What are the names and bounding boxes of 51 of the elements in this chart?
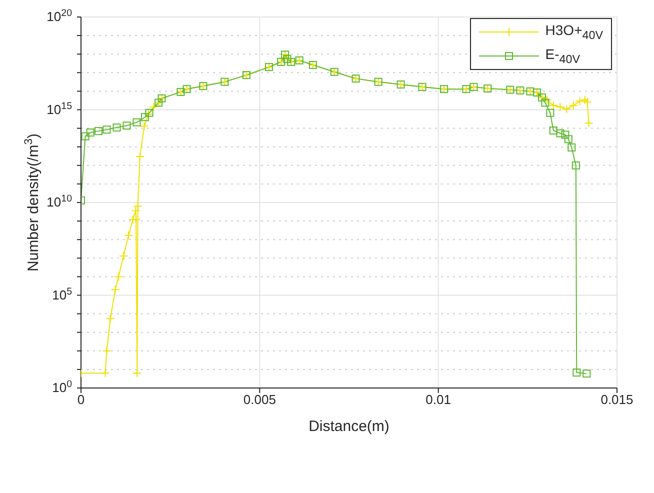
- x-axis-title: Distance(m): [308, 418, 390, 435]
- point: [561, 130, 570, 139]
- point: [114, 272, 124, 282]
- point: [541, 98, 550, 107]
- point: [133, 202, 142, 211]
- point: [575, 96, 584, 106]
- point: [94, 127, 103, 136]
- point: [132, 368, 142, 378]
- point: [122, 122, 131, 130]
- point: [102, 126, 111, 134]
- point: [102, 346, 112, 356]
- point: [110, 285, 120, 294]
- point: [546, 108, 554, 117]
- point: [132, 215, 141, 224]
- point: [106, 314, 115, 324]
- point: [572, 368, 581, 377]
- y-tick-label: 10$^{10}$: [46, 193, 73, 210]
- point: [584, 118, 594, 128]
- point: [556, 129, 564, 138]
- point: [140, 113, 149, 122]
- point: [135, 152, 144, 162]
- y-tick-label: 10$^{5}$: [52, 286, 73, 302]
- point: [582, 98, 592, 107]
- point: [572, 161, 580, 170]
- point: [124, 230, 134, 240]
- point: [112, 124, 121, 132]
- point: [131, 206, 140, 216]
- point: [100, 368, 110, 378]
- x-tick-label: 0: [77, 392, 85, 408]
- y-tick-label: 10$^{0}$: [52, 378, 73, 395]
- point: [119, 252, 128, 261]
- point: [580, 95, 590, 104]
- point: [568, 143, 576, 152]
- point: [562, 104, 572, 114]
- y-tick-label: 10$^{20}$: [46, 8, 73, 24]
- x-tick-label: 0.01: [426, 392, 451, 408]
- point: [568, 100, 578, 110]
- x-tick-label: 0.015: [600, 392, 634, 408]
- point: [549, 126, 558, 135]
- point: [81, 132, 90, 140]
- point: [564, 135, 572, 144]
- point: [582, 370, 591, 378]
- point: [132, 118, 141, 126]
- point: [556, 102, 565, 112]
- x-tick-label: 0.005: [243, 392, 276, 408]
- point: [140, 122, 149, 131]
- legend-label: H3O+$_{40V}$: [545, 22, 603, 42]
- point: [149, 102, 158, 112]
- y-tick-label: 10$^{15}$: [46, 100, 73, 117]
- legend-label: E-$_{40V}$: [545, 46, 580, 66]
- point: [86, 128, 94, 137]
